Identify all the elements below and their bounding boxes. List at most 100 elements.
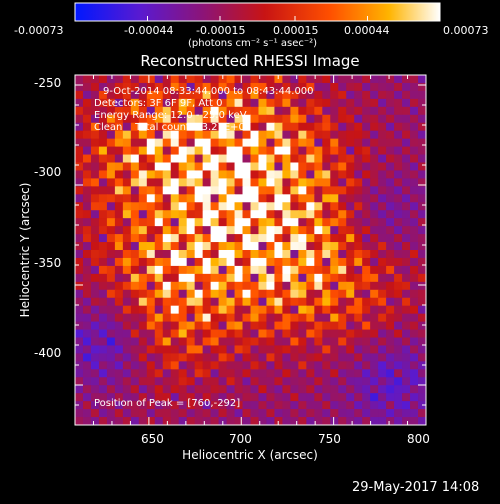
heatmap-cell bbox=[218, 361, 228, 370]
heatmap-cell bbox=[106, 234, 116, 243]
heatmap-cell bbox=[218, 154, 228, 164]
heatmap-cell bbox=[330, 75, 339, 84]
heatmap-cell bbox=[178, 186, 188, 195]
heatmap-cell bbox=[298, 75, 307, 84]
heatmap-cell bbox=[402, 353, 411, 362]
heatmap-cell bbox=[370, 281, 379, 291]
heatmap-cell bbox=[122, 289, 132, 299]
heatmap-cell bbox=[186, 114, 196, 124]
heatmap-cell bbox=[402, 273, 411, 283]
heatmap-cell bbox=[314, 146, 323, 156]
heatmap-cell bbox=[226, 417, 236, 425]
heatmap-cell bbox=[186, 75, 196, 84]
heatmap-cell bbox=[314, 377, 323, 386]
heatmap-cell bbox=[418, 273, 426, 283]
heatmap-cell bbox=[250, 393, 260, 402]
heatmap-cell bbox=[314, 321, 323, 331]
heatmap-cell bbox=[242, 210, 252, 219]
heatmap-cell bbox=[154, 265, 164, 275]
heatmap-cell bbox=[314, 82, 323, 92]
heatmap-cell bbox=[210, 377, 220, 386]
heatmap-cell bbox=[170, 122, 180, 132]
heatmap-cell bbox=[346, 313, 355, 323]
heatmap-cell bbox=[314, 90, 323, 100]
heatmap-cell bbox=[306, 82, 315, 92]
heatmap-cell bbox=[178, 385, 188, 394]
heatmap-cell bbox=[354, 337, 363, 347]
heatmap-cell bbox=[266, 178, 276, 187]
heatmap-cell bbox=[75, 162, 84, 172]
heatmap-cell bbox=[226, 154, 236, 164]
heatmap-cell bbox=[122, 265, 132, 275]
heatmap-cell bbox=[266, 361, 276, 370]
heatmap-cell bbox=[354, 106, 363, 116]
heatmap-cell bbox=[242, 297, 252, 307]
heatmap-cell bbox=[98, 162, 108, 172]
heatmap-cell bbox=[362, 345, 371, 354]
heatmap-cell bbox=[162, 242, 172, 251]
heatmap-cell bbox=[98, 409, 108, 418]
heatmap-cell bbox=[202, 273, 212, 283]
heatmap-cell bbox=[178, 297, 188, 307]
heatmap-cell bbox=[282, 178, 291, 187]
heatmap-cell bbox=[210, 257, 220, 267]
heatmap-cell bbox=[306, 361, 315, 370]
heatmap-cell bbox=[162, 393, 172, 402]
heatmap-cell bbox=[250, 345, 260, 354]
heatmap-cell bbox=[258, 265, 268, 275]
heatmap-cell bbox=[234, 90, 244, 100]
heatmap-cell bbox=[330, 226, 339, 235]
heatmap-cell bbox=[362, 202, 371, 211]
heatmap-cell bbox=[250, 226, 260, 235]
heatmap-cell bbox=[322, 257, 331, 267]
heatmap-cell bbox=[162, 297, 172, 307]
heatmap-cell bbox=[194, 138, 204, 148]
heatmap-cell bbox=[226, 75, 236, 84]
heatmap-cell bbox=[290, 337, 299, 347]
heatmap-cell bbox=[258, 170, 268, 179]
heatmap-cell bbox=[170, 337, 180, 347]
heatmap-cell bbox=[98, 170, 108, 179]
heatmap-cell bbox=[130, 122, 140, 132]
heatmap-cell bbox=[210, 393, 220, 402]
heatmap-cell bbox=[378, 265, 387, 275]
heatmap-cell bbox=[186, 321, 196, 331]
heatmap-cell bbox=[210, 98, 220, 108]
heatmap-cell bbox=[170, 194, 180, 203]
heatmap-cell bbox=[75, 361, 84, 370]
heatmap-cell bbox=[242, 82, 252, 92]
heatmap-cell bbox=[418, 385, 426, 394]
heatmap-cell bbox=[346, 106, 355, 116]
heatmap-cell bbox=[250, 146, 260, 156]
heatmap-cell bbox=[290, 345, 299, 354]
heatmap-cell bbox=[378, 75, 387, 84]
heatmap-cell bbox=[130, 162, 140, 172]
heatmap-cell bbox=[362, 210, 371, 219]
heatmap-cell bbox=[346, 82, 355, 92]
heatmap-cell bbox=[218, 353, 228, 362]
heatmap-cell bbox=[122, 297, 132, 307]
heatmap-cell bbox=[378, 361, 387, 370]
heatmap-cell bbox=[75, 305, 84, 315]
heatmap-cell bbox=[370, 409, 379, 418]
heatmap-cell bbox=[378, 417, 387, 425]
heatmap-cell bbox=[178, 122, 188, 132]
heatmap-cell bbox=[170, 377, 180, 386]
heatmap-cell bbox=[322, 218, 331, 227]
heatmap-cell bbox=[306, 265, 315, 275]
heatmap-cell bbox=[242, 417, 252, 425]
heatmap-cell bbox=[298, 273, 307, 283]
heatmap-cell bbox=[290, 162, 299, 172]
heatmap-cell bbox=[250, 329, 260, 339]
heatmap-cell bbox=[82, 305, 92, 315]
heatmap-cell bbox=[258, 401, 268, 410]
heatmap-cell bbox=[250, 305, 260, 315]
heatmap-cell bbox=[346, 393, 355, 402]
heatmap-cell bbox=[122, 242, 132, 251]
heatmap-cell bbox=[130, 401, 140, 410]
heatmap-cell bbox=[186, 98, 196, 108]
heatmap-cell bbox=[130, 242, 140, 251]
heatmap-cell bbox=[330, 273, 339, 283]
heatmap-cell bbox=[114, 377, 124, 386]
heatmap-cell bbox=[306, 281, 315, 291]
